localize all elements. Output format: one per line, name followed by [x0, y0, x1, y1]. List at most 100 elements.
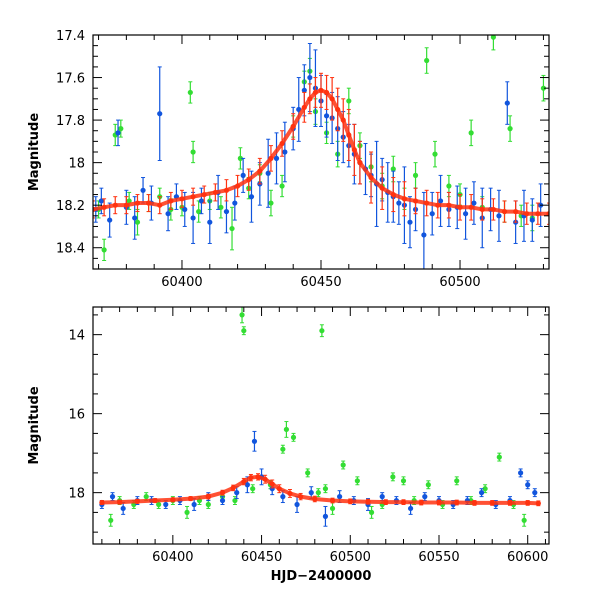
data-point	[182, 206, 188, 213]
y-axis-label: Magnitude	[27, 113, 42, 192]
data-point	[429, 211, 435, 217]
x-axis: 60400 60450 60500 60550 60600	[101, 307, 548, 565]
data-point	[432, 151, 438, 157]
axes-frame	[92, 306, 550, 545]
data-point	[532, 490, 538, 496]
data-point	[187, 89, 193, 96]
x-tick-label: 60500	[439, 275, 480, 290]
data-point	[279, 183, 285, 189]
data-point	[307, 74, 313, 81]
data-point	[322, 513, 329, 519]
data-point	[294, 501, 300, 508]
data-point	[240, 172, 246, 178]
data-point	[462, 211, 469, 217]
data-point	[301, 87, 307, 93]
data-point	[108, 517, 114, 523]
data-point	[400, 478, 407, 484]
data-point	[471, 200, 477, 206]
data-point	[407, 219, 413, 225]
series-0	[108, 307, 527, 527]
data-point	[396, 200, 402, 206]
data-point	[165, 211, 171, 217]
data-point	[329, 505, 336, 512]
series-2	[99, 473, 541, 507]
data-point	[98, 198, 104, 204]
data-point	[496, 213, 502, 219]
panel-bottom: 60400 60450 60500 60550 60600 14 16 18 Magnitude…	[27, 306, 550, 584]
plot-area	[99, 307, 541, 527]
data-point	[143, 494, 149, 500]
data-point	[305, 470, 311, 476]
data-point	[191, 501, 197, 508]
data-point	[109, 494, 116, 500]
data-point	[198, 198, 205, 204]
data-point	[163, 501, 169, 508]
data-point	[437, 198, 444, 204]
data-point	[424, 57, 430, 64]
data-point	[322, 486, 329, 492]
data-point	[323, 113, 330, 119]
x-tick-label: 60550	[418, 550, 459, 565]
data-point	[454, 478, 460, 484]
data-point	[157, 111, 163, 117]
y-tick-label: 18	[68, 157, 85, 172]
data-point	[223, 208, 230, 215]
data-point	[190, 215, 196, 221]
data-point	[540, 85, 547, 91]
data-point	[319, 328, 325, 334]
data-point	[118, 126, 124, 132]
x-axis: 60400 60450 60500	[98, 35, 544, 290]
data-point	[422, 494, 428, 500]
data-point	[280, 494, 286, 500]
series-2	[93, 72, 549, 225]
data-point	[421, 232, 427, 238]
data-point	[251, 438, 258, 444]
y-axis: 17.4 17.6 17.8 18 18.2 18.4	[56, 29, 549, 270]
data-point	[218, 204, 224, 210]
x-axis-label: HJD−2400000	[271, 569, 372, 584]
data-point	[478, 490, 485, 496]
data-point	[205, 501, 211, 508]
data-point	[115, 130, 121, 136]
y-tick-label: 18.4	[56, 242, 85, 257]
data-point	[283, 426, 290, 433]
data-point	[504, 100, 510, 106]
data-point	[248, 194, 255, 200]
data-point	[140, 187, 146, 193]
data-point	[340, 462, 346, 468]
data-point	[346, 98, 352, 104]
data-point	[412, 172, 419, 178]
data-point	[408, 505, 414, 512]
data-point	[269, 486, 275, 492]
data-point	[232, 200, 238, 206]
data-point	[101, 247, 107, 253]
y-axis-label: Magnitude	[27, 386, 42, 465]
data-point	[120, 505, 126, 512]
data-point	[156, 501, 162, 508]
panel-top: 60400 60450 60500 17.4 17.6 17.8 18 18.2 18.4 Mag…	[27, 29, 550, 290]
data-point	[250, 486, 256, 492]
data-point	[468, 130, 474, 136]
y-tick-label: 17.6	[56, 72, 85, 87]
data-point	[268, 200, 274, 206]
data-point	[265, 170, 271, 176]
data-point	[244, 482, 250, 488]
y-tick-label: 17.4	[56, 29, 85, 44]
y-tick-label: 17.8	[56, 114, 85, 129]
data-point	[229, 225, 235, 232]
data-point	[507, 126, 513, 132]
data-point	[521, 517, 527, 523]
x-tick-label: 60450	[300, 275, 341, 290]
data-point	[496, 454, 502, 460]
data-point	[126, 198, 132, 204]
y-tick-label: 16	[68, 408, 85, 423]
data-point	[273, 155, 280, 161]
data-point	[134, 219, 141, 225]
data-point	[379, 494, 385, 500]
data-point	[234, 490, 240, 496]
data-point	[239, 312, 245, 318]
data-point	[490, 35, 496, 40]
data-point	[315, 490, 321, 496]
